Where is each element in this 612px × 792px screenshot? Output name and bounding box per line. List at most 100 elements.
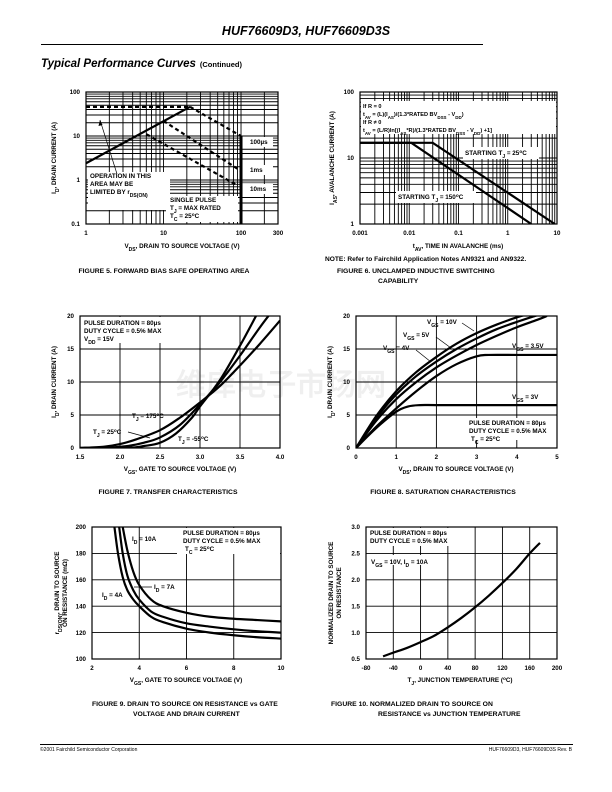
x-tick-label: 0.1: [454, 230, 463, 237]
chart-fig7: 1.5 2.0 2.5 3.0 3.5 4.0 0 5 10 15 20 VGS, GATE TO S…: [51, 313, 285, 496]
y-axis-label: IAS, AVALANCHE CURRENT (A): [329, 111, 339, 205]
series-vgs-10v: [356, 316, 526, 448]
annotation-text: LIMITED BY rDS(ON): [90, 189, 148, 199]
x-axis-label: VDS, DRAIN TO SOURCE VOLTAGE (V): [124, 243, 239, 253]
y-tick-label: 100: [344, 89, 355, 96]
x-tick-label: 0.001: [352, 230, 368, 237]
annotation-text: PULSE DURATION = 80µs: [370, 530, 447, 537]
y-axis-label: NORMALIZED DRAIN TO SOURCE: [328, 542, 335, 645]
y-tick-label: 1: [351, 221, 355, 228]
plot-frame: [91, 526, 282, 660]
x-tick-label: -80: [362, 665, 372, 672]
annotation-text: PULSE DURATION = 80µs: [469, 420, 546, 427]
annotation-text: VDD = 15V: [84, 336, 115, 346]
series-rds-on-limit: [86, 105, 191, 165]
section-title-text: Typical Performance Curves: [41, 58, 196, 70]
annotation-text: TC = 25oC: [471, 436, 501, 447]
annotation-text: 10ms: [250, 186, 267, 193]
y-tick-label: 1: [77, 177, 81, 184]
x-tick-label: 3: [475, 454, 479, 461]
series-group: [86, 105, 243, 224]
series-group: [360, 141, 556, 224]
annotation-arrow: [415, 349, 432, 363]
figure-caption: FIGURE 5. FORWARD BIAS SAFE OPERATING AR…: [79, 268, 250, 275]
annotation-text: SINGLE PULSE: [170, 197, 216, 204]
annotation-text: ID = 10A: [132, 536, 157, 546]
annotation-arrow: [127, 431, 151, 439]
y-tick-label: 10: [343, 379, 350, 386]
annotation-text: VGS = 10V, ID = 10A: [371, 559, 428, 569]
section-title-suffix: (Continued): [199, 60, 242, 69]
x-tick-label: 4: [138, 665, 142, 672]
y-tick-label: 2.0: [351, 577, 360, 584]
annotation-text: tAV = (L)(IAS)/(1.3*RATED BVDSS - VDD): [363, 112, 464, 120]
series-vgs-10v-id-10a: [382, 542, 541, 658]
figure-caption: FIGURE 6. UNCLAMPED INDUCTIVE SWITCHING: [337, 268, 495, 275]
y-tick-label: 0: [71, 445, 75, 452]
y-tick-label: 15: [343, 346, 350, 353]
annotation-box: [166, 196, 238, 222]
x-tick-label: 40: [444, 665, 451, 672]
y-tick-label: 2.5: [351, 551, 360, 558]
x-axis-label: tAV, TIME IN AVALANCHE (ms): [413, 243, 503, 253]
x-tick-label: 100: [236, 230, 247, 237]
x-tick-label: 10: [160, 230, 167, 237]
series-1ms: [162, 120, 242, 172]
annotation-text: tAV = (L/R)ln[(IAS*R)/(1.3*RATED BVDSS -…: [363, 128, 492, 136]
y-tick-label: 10: [73, 133, 80, 140]
annotation-text: TJ = MAX RATED: [170, 205, 221, 215]
x-tick-label: 2: [90, 665, 94, 672]
section-title: Typical Performance Curves (Continued): [41, 58, 242, 70]
series-id-10a: [121, 527, 281, 623]
y-tick-label: 200: [76, 524, 87, 531]
annotation-text: VGS = 4V: [383, 345, 410, 355]
annotation-text: PULSE DURATION = 80µs: [84, 320, 161, 327]
annotation-text: DUTY CYCLE = 0.5% MAX: [183, 538, 261, 545]
annotation-text: If R = 0: [363, 104, 382, 110]
y-tick-label: 100: [76, 656, 87, 663]
annotation-text: DUTY CYCLE = 0.5% MAX: [469, 428, 547, 435]
x-tick-label: 6: [185, 665, 189, 672]
annotation-text: VGS = 10V: [427, 319, 458, 329]
annotation-box: [177, 528, 280, 554]
x-tick-label: 0.01: [403, 230, 416, 237]
y-tick-label: 100: [70, 89, 81, 96]
y-axis-label: ID, DRAIN CURRENT (A): [327, 346, 337, 418]
annotation-box: [464, 418, 556, 440]
y-axis-label: ID, DRAIN CURRENT (A): [51, 122, 61, 194]
x-tick-label: 2: [435, 454, 439, 461]
annotation-text: VGS = 5V: [403, 332, 430, 342]
y-tick-label: 5: [347, 412, 351, 419]
x-tick-label: 1: [506, 230, 510, 237]
x-tick-label: 160: [525, 665, 536, 672]
x-tick-label: 200: [552, 665, 563, 672]
x-tick-label: 2.0: [116, 454, 125, 461]
y-tick-label: 5: [71, 412, 75, 419]
chart-fig6: 0.001 0.01 0.1 1 10 1 10 100 tAV, TIME IN AVALAN…: [325, 89, 561, 285]
annotation-text: TJ = 175oC: [132, 413, 164, 424]
series-group: [356, 316, 557, 448]
series-id-4a: [113, 527, 281, 640]
x-tick-label: 120: [497, 665, 508, 672]
x-tick-label: 4: [515, 454, 519, 461]
annotation-text: TC = 25oC: [170, 213, 200, 224]
x-tick-label: 2.5: [156, 454, 165, 461]
series-group: [382, 542, 541, 658]
series-id-7a: [118, 527, 281, 634]
y-tick-label: 1.0: [351, 630, 360, 637]
y-tick-label: 120: [76, 630, 87, 637]
annotation-text: PULSE DURATION = 80µs: [183, 530, 260, 537]
annotation-box: [463, 147, 539, 159]
y-axis-label: ID, DRAIN CURRENT (A): [51, 346, 61, 418]
annotation-box: [81, 317, 191, 343]
plot-frame: [85, 91, 279, 225]
annotation-text: TJ = 25oC: [93, 429, 122, 440]
y-axis-label: rDS(ON), DRAIN TO SOURCE: [54, 552, 64, 635]
annotation-box: [367, 528, 467, 546]
x-tick-label: 80: [472, 665, 479, 672]
figure-caption: CAPABILITY: [378, 278, 419, 285]
footer-rule: [40, 744, 573, 745]
x-tick-label: 10: [278, 665, 285, 672]
annotation-arrow: [435, 336, 452, 349]
